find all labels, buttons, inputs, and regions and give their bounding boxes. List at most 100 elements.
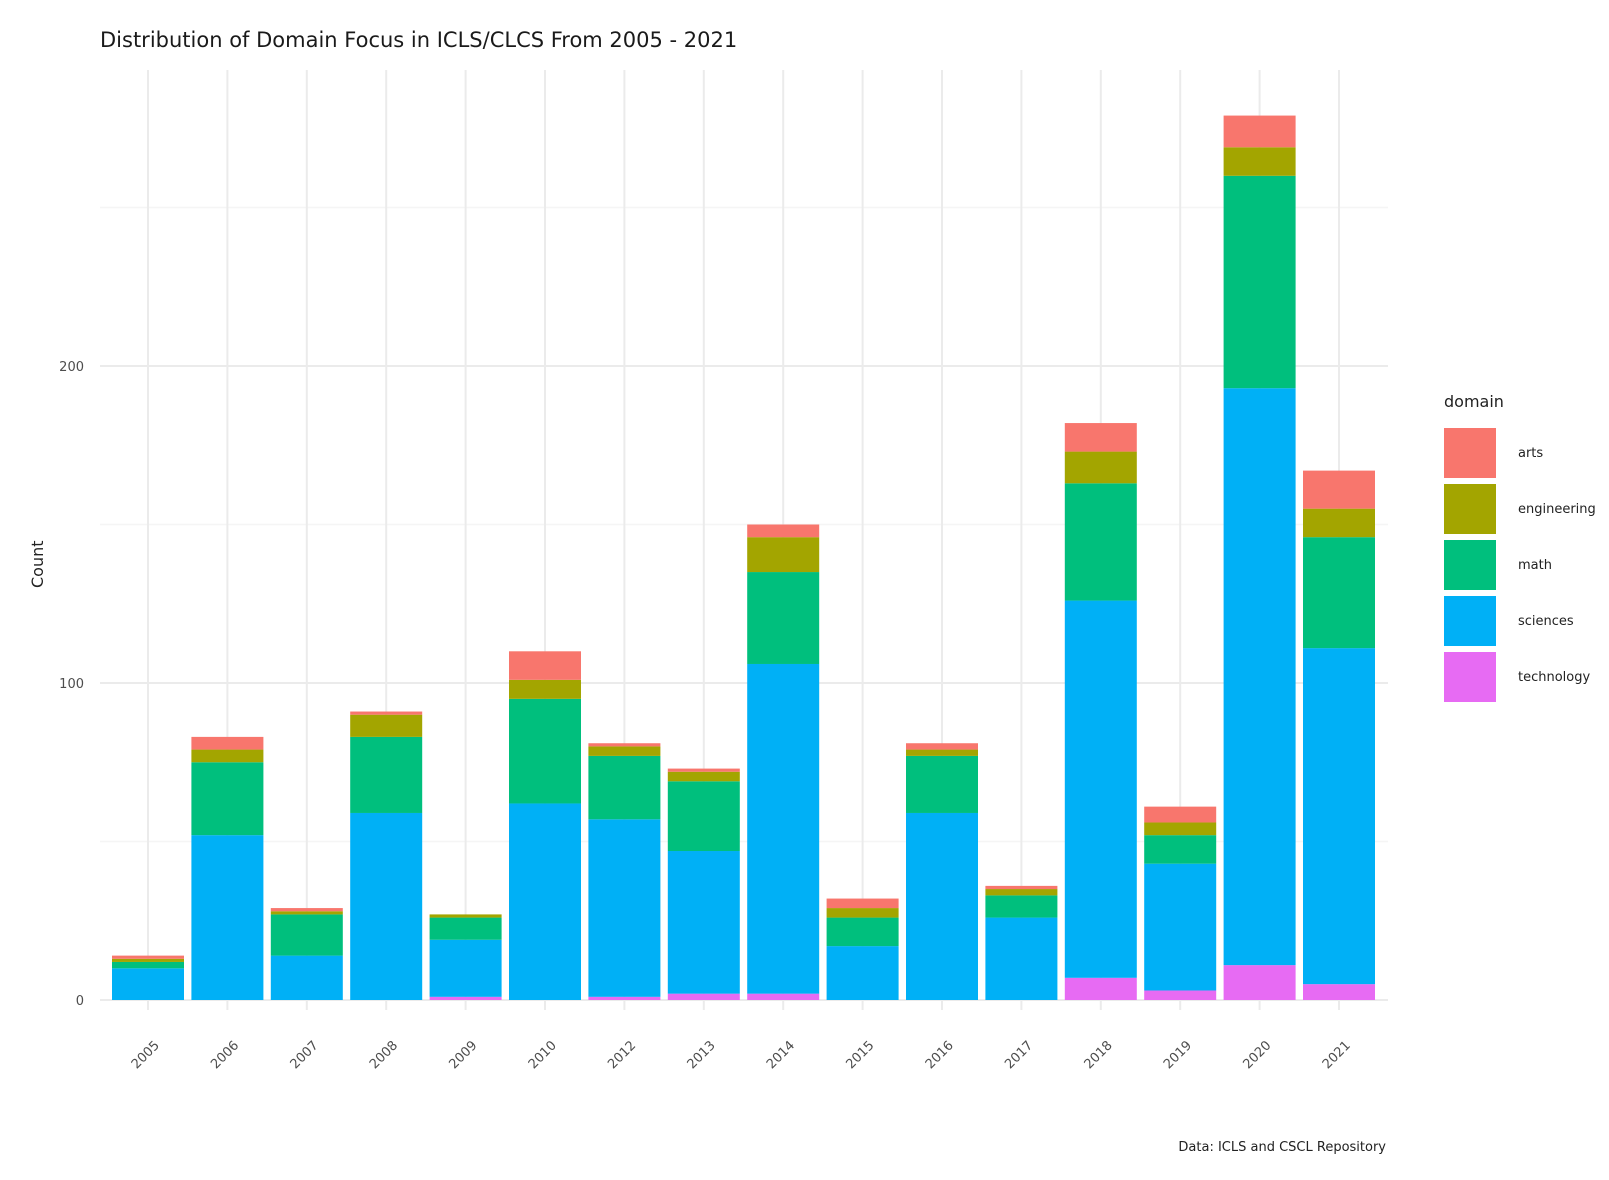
bar-stack-2010: [509, 651, 581, 1000]
bar-2013-sciences: [667, 851, 740, 994]
legend-swatch: [1444, 428, 1496, 478]
chart-title: Distribution of Domain Focus in ICLS/CLC…: [100, 28, 738, 52]
bar-2014-math: [747, 572, 820, 664]
bar-2006-sciences: [191, 835, 264, 1000]
bar-2016-sciences: [906, 812, 978, 1000]
bar-stack-2019: [1144, 806, 1217, 1000]
bar-2017-engineering: [985, 889, 1058, 896]
bar-2010-sciences: [509, 803, 581, 1000]
bar-2008-arts: [350, 711, 423, 715]
bars: [112, 115, 1375, 1000]
bar-2019-math: [1144, 835, 1217, 864]
y-tick-label: 0: [76, 994, 84, 1009]
bar-2014-arts: [747, 524, 820, 538]
bar-2019-engineering: [1144, 822, 1217, 836]
legend-swatch: [1444, 484, 1496, 534]
x-tick-label: 2013: [685, 1038, 719, 1072]
bar-2005-sciences: [112, 968, 184, 1000]
bar-2010-arts: [509, 651, 581, 680]
bar-stack-2018: [1064, 423, 1137, 1000]
bar-2021-engineering: [1303, 508, 1375, 538]
bar-2009-engineering: [429, 914, 502, 918]
y-axis-ticks: 0 100 200: [59, 360, 84, 1009]
bar-2017-sciences: [985, 917, 1058, 1000]
legend-item-arts: arts: [1444, 425, 1596, 481]
bar-2007-arts: [270, 908, 343, 912]
x-tick-label: 2015: [843, 1038, 877, 1072]
bar-2019-arts: [1144, 806, 1217, 823]
bar-stack-2021: [1303, 470, 1375, 1000]
bar-2012-technology: [588, 996, 661, 1000]
x-tick-label: 2007: [288, 1038, 322, 1072]
bar-stack-2015: [826, 898, 899, 1000]
bar-2015-sciences: [826, 946, 899, 1000]
bar-2015-math: [826, 917, 899, 947]
x-tick-label: 2017: [1002, 1038, 1036, 1072]
legend-item-sciences: sciences: [1444, 593, 1596, 649]
bar-stack-2017: [985, 885, 1058, 1000]
x-tick-label: 2020: [1240, 1038, 1274, 1072]
bar-2013-engineering: [667, 771, 740, 782]
bar-2007-sciences: [270, 955, 343, 1000]
bar-2019-sciences: [1144, 863, 1217, 991]
bar-2007-engineering: [270, 911, 343, 915]
bar-stack-2013: [667, 768, 740, 1000]
bar-2013-technology: [667, 993, 740, 1000]
bar-2008-engineering: [350, 714, 423, 737]
bar-2020-technology: [1223, 965, 1296, 1000]
x-tick-label: 2016: [923, 1038, 957, 1072]
bar-2018-arts: [1064, 423, 1137, 452]
bar-2018-math: [1064, 483, 1137, 601]
bar-2018-sciences: [1064, 600, 1137, 978]
x-tick-label: 2008: [367, 1038, 401, 1072]
bar-2013-math: [667, 781, 740, 852]
bar-2015-engineering: [826, 908, 899, 918]
legend-swatch: [1444, 540, 1496, 590]
x-tick-label: 2019: [1161, 1038, 1195, 1072]
bar-2014-engineering: [747, 537, 820, 573]
x-tick-label: 2018: [1082, 1038, 1116, 1072]
x-tick-label: 2010: [526, 1038, 560, 1072]
bar-stack-2005: [112, 955, 184, 1000]
bar-2017-math: [985, 895, 1058, 918]
x-tick-label: 2021: [1320, 1038, 1354, 1072]
bar-stack-2020: [1223, 115, 1296, 1000]
bar-stack-2006: [191, 736, 264, 1000]
bar-2007-math: [270, 914, 343, 956]
legend-item-technology: technology: [1444, 649, 1596, 705]
legend-label: arts: [1518, 445, 1544, 461]
legend-swatch: [1444, 652, 1496, 702]
y-tick-label: 200: [59, 360, 84, 375]
x-tick-label: 2009: [446, 1038, 480, 1072]
bar-2012-arts: [588, 743, 661, 747]
bar-2020-arts: [1223, 115, 1296, 148]
legend-item-math: math: [1444, 537, 1596, 593]
bar-2005-math: [112, 961, 184, 969]
legend-item-engineering: engineering: [1444, 481, 1596, 537]
bar-stack-2012: [588, 743, 661, 1000]
bar-2020-sciences: [1223, 388, 1296, 966]
chart-caption: Data: ICLS and CSCL Repository: [1178, 1140, 1386, 1155]
legend-swatch: [1444, 596, 1496, 646]
bar-2006-math: [191, 762, 264, 836]
bar-2008-sciences: [350, 812, 423, 1000]
bar-2018-engineering: [1064, 451, 1137, 484]
bar-2020-math: [1223, 175, 1296, 389]
bar-2016-engineering: [906, 749, 978, 756]
bar-2005-arts: [112, 955, 184, 959]
legend-label: math: [1518, 557, 1552, 573]
bar-stack-2007: [270, 908, 343, 1000]
bar-2009-sciences: [429, 939, 502, 997]
legend-label: sciences: [1518, 613, 1574, 629]
bar-2013-arts: [667, 768, 740, 772]
legend-label: technology: [1518, 669, 1591, 685]
bar-stack-2016: [906, 743, 978, 1000]
legend: domain arts engineering math sciences techno…: [1444, 392, 1596, 705]
bar-2009-math: [429, 917, 502, 940]
bar-2006-engineering: [191, 749, 264, 763]
bar-stack-2008: [350, 711, 423, 1000]
bar-2018-technology: [1064, 977, 1137, 1000]
bar-2021-technology: [1303, 984, 1375, 1000]
bar-2019-technology: [1144, 990, 1217, 1000]
bar-2014-technology: [747, 993, 820, 1000]
